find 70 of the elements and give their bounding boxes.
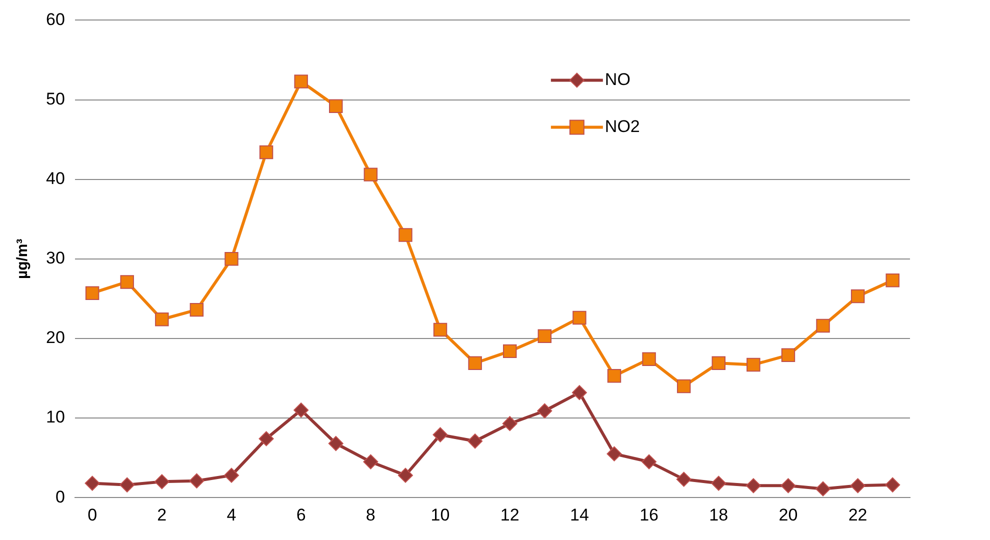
x-tick-label: 0 — [88, 505, 98, 524]
point — [294, 402, 309, 418]
point — [364, 168, 378, 182]
point — [468, 434, 483, 449]
point — [885, 477, 900, 492]
point — [398, 468, 413, 483]
point — [189, 473, 204, 488]
y-tick-label: 10 — [46, 408, 65, 427]
point — [224, 468, 239, 483]
x-tick-label: 14 — [570, 505, 589, 524]
y-tick-label: 0 — [55, 487, 65, 506]
point — [816, 481, 831, 496]
point — [120, 477, 135, 492]
x-tick-label: 10 — [430, 505, 450, 524]
point — [85, 286, 100, 300]
point — [537, 403, 552, 418]
y-tick-label: 60 — [46, 10, 65, 29]
point — [258, 431, 274, 446]
x-tick-label: 20 — [778, 505, 798, 524]
x-tick-label: 6 — [296, 505, 306, 524]
point — [433, 322, 448, 337]
point — [502, 416, 518, 432]
point — [816, 318, 830, 333]
point — [572, 310, 586, 325]
point — [154, 474, 170, 490]
point — [190, 302, 204, 317]
point — [329, 99, 343, 113]
point — [607, 369, 622, 383]
point — [120, 275, 134, 289]
point — [363, 454, 378, 470]
y-tick-label: 40 — [46, 169, 65, 188]
point — [780, 478, 796, 494]
point — [781, 348, 796, 362]
x-tick-label: 18 — [709, 505, 728, 524]
point — [538, 329, 552, 343]
point — [886, 274, 900, 288]
point — [432, 427, 448, 442]
point — [398, 228, 412, 242]
point — [468, 356, 482, 370]
y-axis-title: µg/m³ — [14, 238, 32, 280]
point — [746, 358, 760, 372]
point — [294, 74, 308, 88]
point — [84, 476, 100, 491]
point — [259, 145, 274, 160]
y-tick-label: 30 — [46, 248, 65, 268]
point — [224, 252, 238, 266]
y-tick-label: 50 — [46, 89, 65, 108]
point — [850, 478, 866, 494]
legend-label: NO — [604, 70, 630, 89]
point — [712, 356, 726, 370]
point — [850, 289, 865, 304]
point — [606, 446, 622, 462]
point — [328, 436, 344, 451]
y-tick-label: 20 — [46, 328, 65, 348]
point — [502, 344, 517, 358]
point — [676, 379, 691, 394]
point — [746, 478, 761, 494]
x-tick-label: 2 — [157, 505, 167, 524]
point — [642, 454, 657, 470]
point — [676, 472, 692, 487]
x-tick-label: 4 — [226, 505, 236, 524]
point — [642, 352, 656, 366]
x-tick-label: 12 — [500, 505, 520, 524]
point — [572, 385, 587, 400]
legend-label: NO2 — [604, 116, 640, 136]
point — [155, 312, 169, 326]
x-tick-label: 16 — [640, 505, 658, 524]
point — [711, 476, 726, 491]
x-tick-label: 22 — [848, 505, 868, 524]
x-tick-label: 8 — [366, 505, 376, 524]
